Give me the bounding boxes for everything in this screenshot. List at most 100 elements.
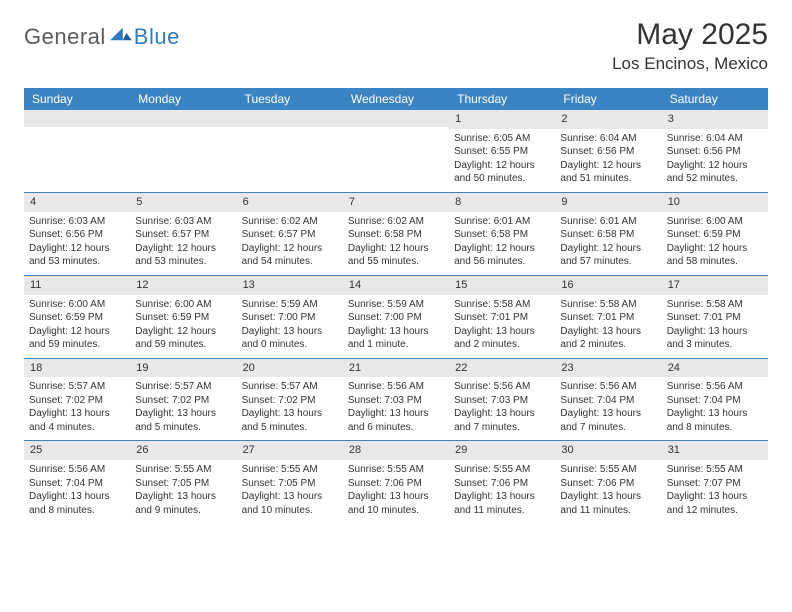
- sunset-line: Sunset: 7:04 PM: [29, 477, 125, 491]
- daylight-line: Daylight: 13 hours and 9 minutes.: [135, 490, 231, 517]
- daylight-line: Daylight: 13 hours and 2 minutes.: [454, 325, 550, 352]
- sunrise-line: Sunrise: 5:56 AM: [454, 380, 550, 394]
- calendar-week: 4Sunrise: 6:03 AMSunset: 6:56 PMDaylight…: [24, 193, 768, 276]
- calendar-cell: 23Sunrise: 5:56 AMSunset: 7:04 PMDayligh…: [555, 359, 661, 441]
- calendar-cell: 1Sunrise: 6:05 AMSunset: 6:55 PMDaylight…: [449, 110, 555, 192]
- sunrise-line: Sunrise: 5:56 AM: [348, 380, 444, 394]
- sunset-line: Sunset: 7:00 PM: [242, 311, 338, 325]
- day-body: Sunrise: 6:04 AMSunset: 6:56 PMDaylight:…: [662, 129, 768, 192]
- daylight-line: Daylight: 13 hours and 5 minutes.: [242, 407, 338, 434]
- daylight-line: Daylight: 12 hours and 59 minutes.: [29, 325, 125, 352]
- day-body: Sunrise: 6:04 AMSunset: 6:56 PMDaylight:…: [555, 129, 661, 192]
- sunset-line: Sunset: 7:01 PM: [667, 311, 763, 325]
- day-body: Sunrise: 5:55 AMSunset: 7:05 PMDaylight:…: [237, 460, 343, 523]
- sunrise-line: Sunrise: 5:57 AM: [29, 380, 125, 394]
- location: Los Encinos, Mexico: [612, 54, 768, 74]
- day-number-empty: [130, 110, 236, 127]
- sunset-line: Sunset: 7:05 PM: [242, 477, 338, 491]
- calendar-cell: 30Sunrise: 5:55 AMSunset: 7:06 PMDayligh…: [555, 441, 661, 523]
- day-number: 14: [343, 276, 449, 295]
- daylight-line: Daylight: 13 hours and 1 minute.: [348, 325, 444, 352]
- calendar-cell: 13Sunrise: 5:59 AMSunset: 7:00 PMDayligh…: [237, 276, 343, 358]
- sunrise-line: Sunrise: 6:00 AM: [667, 215, 763, 229]
- daylight-line: Daylight: 12 hours and 51 minutes.: [560, 159, 656, 186]
- day-body: Sunrise: 6:01 AMSunset: 6:58 PMDaylight:…: [555, 212, 661, 275]
- header: General Blue May 2025 Los Encinos, Mexic…: [24, 18, 768, 74]
- daylight-line: Daylight: 12 hours and 58 minutes.: [667, 242, 763, 269]
- logo: General Blue: [24, 18, 180, 50]
- daylight-line: Daylight: 13 hours and 8 minutes.: [29, 490, 125, 517]
- calendar-cell: 19Sunrise: 5:57 AMSunset: 7:02 PMDayligh…: [130, 359, 236, 441]
- sunrise-line: Sunrise: 5:56 AM: [667, 380, 763, 394]
- sunrise-line: Sunrise: 6:02 AM: [348, 215, 444, 229]
- sunset-line: Sunset: 7:02 PM: [135, 394, 231, 408]
- day-number: 26: [130, 441, 236, 460]
- day-number: 27: [237, 441, 343, 460]
- calendar-cell: 31Sunrise: 5:55 AMSunset: 7:07 PMDayligh…: [662, 441, 768, 523]
- calendar-cell: 10Sunrise: 6:00 AMSunset: 6:59 PMDayligh…: [662, 193, 768, 275]
- day-body: Sunrise: 5:57 AMSunset: 7:02 PMDaylight:…: [237, 377, 343, 440]
- day-number: 1: [449, 110, 555, 129]
- calendar-week: 25Sunrise: 5:56 AMSunset: 7:04 PMDayligh…: [24, 441, 768, 523]
- day-number: 12: [130, 276, 236, 295]
- sunrise-line: Sunrise: 6:01 AM: [454, 215, 550, 229]
- day-number: 3: [662, 110, 768, 129]
- calendar-cell: [24, 110, 130, 192]
- day-body: Sunrise: 5:55 AMSunset: 7:07 PMDaylight:…: [662, 460, 768, 523]
- sunset-line: Sunset: 7:03 PM: [348, 394, 444, 408]
- day-body: Sunrise: 5:56 AMSunset: 7:03 PMDaylight:…: [343, 377, 449, 440]
- sunset-line: Sunset: 7:07 PM: [667, 477, 763, 491]
- daylight-line: Daylight: 13 hours and 3 minutes.: [667, 325, 763, 352]
- logo-text-blue: Blue: [134, 24, 180, 50]
- day-number: 22: [449, 359, 555, 378]
- sunrise-line: Sunrise: 6:03 AM: [135, 215, 231, 229]
- day-number: 5: [130, 193, 236, 212]
- day-body: Sunrise: 6:02 AMSunset: 6:58 PMDaylight:…: [343, 212, 449, 275]
- calendar-cell: 18Sunrise: 5:57 AMSunset: 7:02 PMDayligh…: [24, 359, 130, 441]
- day-number: 28: [343, 441, 449, 460]
- sunrise-line: Sunrise: 5:59 AM: [348, 298, 444, 312]
- day-number: 23: [555, 359, 661, 378]
- day-body: Sunrise: 6:03 AMSunset: 6:57 PMDaylight:…: [130, 212, 236, 275]
- day-body: Sunrise: 6:00 AMSunset: 6:59 PMDaylight:…: [130, 295, 236, 358]
- calendar-cell: 26Sunrise: 5:55 AMSunset: 7:05 PMDayligh…: [130, 441, 236, 523]
- day-number-empty: [237, 110, 343, 127]
- day-number: 19: [130, 359, 236, 378]
- day-body: Sunrise: 5:55 AMSunset: 7:05 PMDaylight:…: [130, 460, 236, 523]
- day-number: 6: [237, 193, 343, 212]
- calendar-cell: [343, 110, 449, 192]
- day-number: 31: [662, 441, 768, 460]
- sunset-line: Sunset: 7:04 PM: [667, 394, 763, 408]
- sunrise-line: Sunrise: 5:55 AM: [560, 463, 656, 477]
- day-number: 21: [343, 359, 449, 378]
- calendar-cell: 11Sunrise: 6:00 AMSunset: 6:59 PMDayligh…: [24, 276, 130, 358]
- sunrise-line: Sunrise: 5:55 AM: [135, 463, 231, 477]
- sunrise-line: Sunrise: 5:59 AM: [242, 298, 338, 312]
- logo-mark-icon: [110, 24, 132, 42]
- daylight-line: Daylight: 12 hours and 50 minutes.: [454, 159, 550, 186]
- sunset-line: Sunset: 6:59 PM: [135, 311, 231, 325]
- sunset-line: Sunset: 7:06 PM: [560, 477, 656, 491]
- sunset-line: Sunset: 6:56 PM: [29, 228, 125, 242]
- sunrise-line: Sunrise: 5:55 AM: [348, 463, 444, 477]
- sunset-line: Sunset: 6:57 PM: [135, 228, 231, 242]
- sunrise-line: Sunrise: 5:57 AM: [242, 380, 338, 394]
- sunrise-line: Sunrise: 6:04 AM: [667, 132, 763, 146]
- sunrise-line: Sunrise: 5:55 AM: [667, 463, 763, 477]
- calendar-week: 18Sunrise: 5:57 AMSunset: 7:02 PMDayligh…: [24, 359, 768, 442]
- sunrise-line: Sunrise: 5:56 AM: [29, 463, 125, 477]
- calendar-cell: 25Sunrise: 5:56 AMSunset: 7:04 PMDayligh…: [24, 441, 130, 523]
- calendar-cell: 29Sunrise: 5:55 AMSunset: 7:06 PMDayligh…: [449, 441, 555, 523]
- month-title: May 2025: [612, 18, 768, 52]
- calendar-cell: 3Sunrise: 6:04 AMSunset: 6:56 PMDaylight…: [662, 110, 768, 192]
- sunrise-line: Sunrise: 5:55 AM: [454, 463, 550, 477]
- title-block: May 2025 Los Encinos, Mexico: [612, 18, 768, 74]
- sunset-line: Sunset: 6:56 PM: [560, 145, 656, 159]
- sunset-line: Sunset: 7:01 PM: [560, 311, 656, 325]
- sunrise-line: Sunrise: 5:56 AM: [560, 380, 656, 394]
- weekday-header: Saturday: [662, 88, 768, 110]
- day-body: Sunrise: 5:59 AMSunset: 7:00 PMDaylight:…: [343, 295, 449, 358]
- weekday-header-row: Sunday Monday Tuesday Wednesday Thursday…: [24, 88, 768, 110]
- day-number: 13: [237, 276, 343, 295]
- day-body: Sunrise: 6:00 AMSunset: 6:59 PMDaylight:…: [662, 212, 768, 275]
